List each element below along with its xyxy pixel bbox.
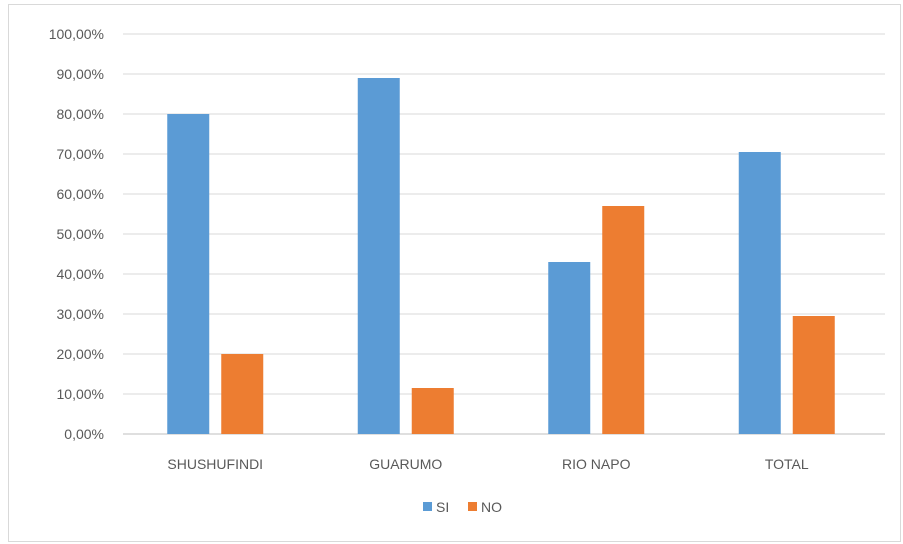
- legend-label-no: NO: [481, 499, 502, 515]
- y-tick-label: 90,00%: [57, 66, 104, 82]
- bar-si: [738, 152, 781, 434]
- bar-no: [221, 354, 264, 434]
- bar-si: [357, 78, 400, 434]
- legend: SI NO: [423, 499, 502, 515]
- bar-no: [411, 388, 454, 434]
- y-tick-label: 40,00%: [57, 266, 104, 282]
- y-tick-label: 20,00%: [57, 346, 104, 362]
- y-tick-label: 80,00%: [57, 106, 104, 122]
- x-tick-label: RIO NAPO: [562, 456, 631, 472]
- legend-swatch-no: [468, 502, 477, 511]
- x-tick-label: TOTAL: [765, 456, 809, 472]
- bar-si: [548, 262, 591, 434]
- y-tick-label: 30,00%: [57, 306, 104, 322]
- legend-label-si: SI: [436, 499, 449, 515]
- legend-swatch-si: [423, 502, 432, 511]
- bar-no: [792, 316, 835, 434]
- y-tick-label: 0,00%: [64, 426, 104, 442]
- bars: [167, 78, 835, 434]
- bar-no: [602, 206, 645, 434]
- bar-si: [167, 114, 210, 434]
- y-tick-label: 60,00%: [57, 186, 104, 202]
- y-tick-label: 100,00%: [49, 26, 104, 42]
- y-tick-label: 10,00%: [57, 386, 104, 402]
- y-axis-ticks: 0,00% 10,00% 20,00% 30,00% 40,00% 50,00% 60,00…: [49, 26, 104, 442]
- x-axis-ticks: SHUSHUFINDI GUARUMO RIO NAPO TOTAL: [167, 456, 808, 472]
- x-tick-label: GUARUMO: [369, 456, 442, 472]
- y-tick-label: 70,00%: [57, 146, 104, 162]
- y-tick-label: 50,00%: [57, 226, 104, 242]
- x-tick-label: SHUSHUFINDI: [167, 456, 263, 472]
